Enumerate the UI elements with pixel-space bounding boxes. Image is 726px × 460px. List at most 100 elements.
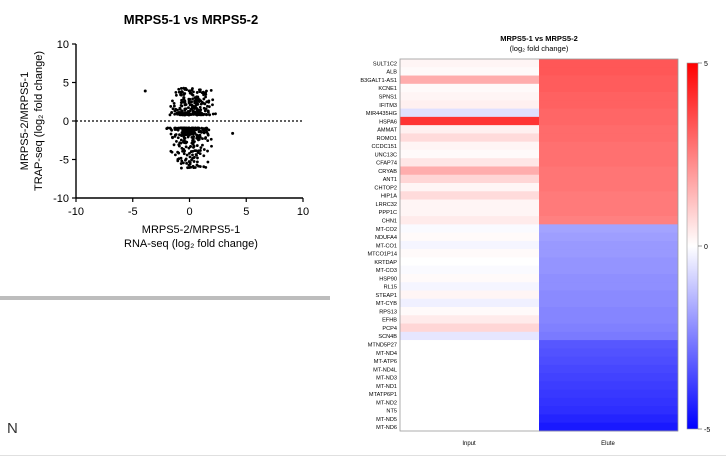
scatter-point	[231, 131, 235, 135]
scatter-point	[197, 130, 201, 134]
scatter-point	[195, 163, 199, 167]
heatmap-cell-elute	[539, 149, 678, 159]
scatter-point	[209, 88, 213, 92]
x-tick-label: 5	[243, 206, 249, 218]
scatter-point	[168, 113, 172, 117]
heatmap-row-label: PCP4	[382, 326, 397, 332]
heatmap-row-label: MT-ND5	[376, 417, 397, 423]
scatter-point	[188, 103, 192, 107]
heatmap-row-label: MT-ND2	[376, 400, 397, 406]
heatmap-cell-elute	[539, 389, 678, 399]
heatmap-cell-input	[400, 59, 539, 68]
scatter-point	[178, 107, 182, 111]
heatmap-cell-elute	[539, 67, 678, 76]
heatmap-row-label: MT-CO2	[376, 227, 397, 233]
scatter-point	[195, 136, 199, 139]
heatmap-row-label: ROMO1	[376, 136, 397, 142]
heatmap-cell-elute	[539, 83, 678, 93]
heatmap-cell-elute	[539, 381, 678, 391]
scatter-point	[210, 144, 213, 148]
scatter-point	[179, 138, 183, 142]
heatmap-cell-elute	[539, 240, 678, 250]
scatter-point	[172, 104, 176, 108]
heatmap-row-label: CRYAB	[378, 169, 397, 175]
heatmap-cell-input	[400, 331, 539, 341]
scatter-point	[191, 153, 194, 157]
scatter-point	[187, 106, 190, 110]
scatter-point	[206, 149, 209, 153]
scatter-point	[179, 104, 183, 107]
scatter-point	[179, 87, 183, 90]
scatter-point	[182, 147, 186, 151]
heatmap-cell-elute	[539, 116, 678, 126]
x-axis-sublabel: RNA-seq (log₂ fold change)	[124, 238, 258, 250]
heatmap-row-label: UNC13C	[375, 152, 397, 158]
heatmap-cell-elute	[539, 108, 678, 118]
section-divider	[0, 296, 330, 300]
scatter-point	[206, 160, 210, 164]
scatter-point	[182, 152, 186, 156]
scatter-point	[195, 144, 199, 147]
scatter-point	[196, 108, 200, 112]
scatter-point	[179, 113, 183, 117]
heatmap-cell-input	[400, 307, 539, 316]
heatmap-cell-input	[400, 373, 539, 382]
scatter-point	[193, 99, 197, 102]
y-tick-label: 0	[63, 116, 69, 128]
scatter-point	[178, 141, 182, 145]
heatmap-cell-elute	[539, 406, 678, 415]
heatmap-title: MRPS5-1 vs MRPS5-2	[500, 34, 578, 43]
heatmap-cell-input	[400, 249, 539, 258]
scatter-point	[190, 106, 194, 110]
heatmap-subtitle: (log₂ fold change)	[510, 44, 569, 53]
heatmap-cell-elute	[539, 397, 678, 407]
heatmap-row-label: CHTOP2	[374, 185, 397, 191]
heatmap-cell-elute	[539, 257, 678, 267]
scatter-point	[169, 127, 173, 131]
scatter-point	[197, 98, 200, 102]
scatter-point	[195, 160, 199, 164]
scatter-point	[193, 166, 197, 169]
scatter-point	[181, 130, 184, 134]
scatter-point	[183, 92, 187, 95]
heatmap-row-label: B3GALT1-AS1	[360, 78, 397, 84]
scatter-point	[183, 107, 187, 111]
heatmap-cell-input	[400, 92, 539, 101]
scatter-point	[171, 107, 175, 111]
bottom-border	[0, 455, 726, 456]
scatter-point	[192, 141, 195, 145]
heatmap-cell-input	[400, 133, 539, 143]
scatter-point	[180, 90, 184, 93]
scatter-point	[185, 140, 189, 144]
heatmap-cell-elute	[539, 224, 678, 233]
scatter-point	[188, 129, 192, 133]
heatmap-row-label: KRTDAP	[374, 260, 397, 266]
heatmap-cell-input	[400, 315, 539, 324]
scatter-point	[185, 153, 189, 157]
scatter-point	[187, 101, 191, 105]
heatmap-row-label: HSP90	[379, 276, 397, 282]
heatmap-cell-elute	[539, 141, 678, 151]
scatter-point	[195, 101, 199, 105]
heatmap-cell-input	[400, 340, 539, 349]
scatter-point	[196, 138, 200, 142]
heatmap-cell-elute	[539, 216, 678, 225]
heatmap-cell-input	[400, 224, 539, 233]
scatter-point	[211, 103, 214, 107]
heatmap-cell-input	[400, 199, 539, 209]
scatter-point	[180, 159, 184, 163]
heatmap-cell-elute	[539, 273, 678, 283]
heatmap-cell-elute	[539, 249, 678, 258]
scatter-point	[191, 97, 195, 101]
heatmap-cell-elute	[539, 199, 678, 209]
heatmap-cell-elute	[539, 348, 678, 357]
heatmap-cell-input	[400, 83, 539, 93]
heatmap-cell-input	[400, 191, 539, 200]
scatter-point	[192, 90, 195, 94]
heatmap-cell-elute	[539, 265, 678, 275]
scatter-point	[180, 98, 183, 102]
scatter-point	[179, 156, 183, 160]
scatter-point	[198, 152, 202, 156]
heatmap-row-label: MTCO1P14	[367, 252, 397, 258]
heatmap-cell-elute	[539, 364, 678, 374]
